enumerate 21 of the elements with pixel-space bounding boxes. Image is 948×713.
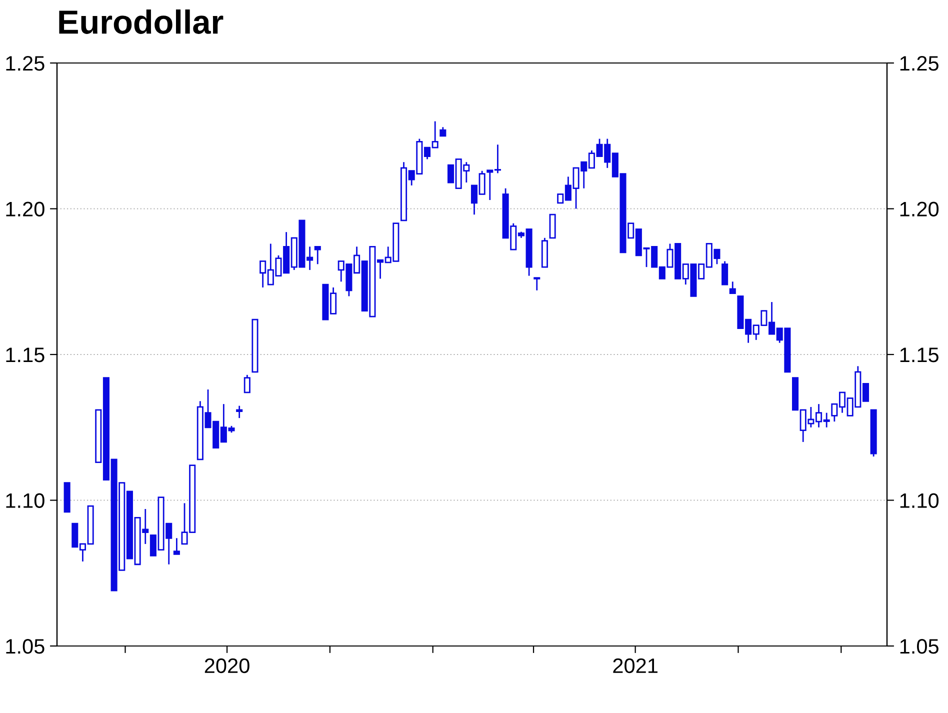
chart-title: Eurodollar	[59, 9, 224, 34]
candlestick	[729, 280, 736, 294]
y2-tick-label: 1.25	[900, 56, 938, 71]
x-tick-label: 2021	[613, 658, 658, 674]
y2-tick-label: 1.05	[900, 639, 938, 654]
x-tick-label: 2020	[204, 658, 250, 674]
y2-tick-label: 1.15	[900, 348, 938, 362]
y-tick-label: 1.05	[6, 639, 44, 654]
y2-tick-label: 1.10	[900, 493, 939, 508]
candlestick	[534, 277, 540, 292]
y-tick-label: 1.10	[6, 493, 44, 508]
candlestick	[173, 537, 180, 555]
y-tick-label: 1.15	[6, 348, 44, 362]
y-tick-label: 1.25	[6, 56, 44, 71]
candlestick	[314, 246, 321, 265]
candlestick	[244, 374, 250, 394]
candlestick	[236, 405, 243, 419]
candlestick	[722, 260, 728, 286]
y-tick-label: 1.20	[6, 202, 44, 217]
y2-tick-label: 1.20	[900, 202, 939, 217]
candlestick	[549, 214, 556, 239]
